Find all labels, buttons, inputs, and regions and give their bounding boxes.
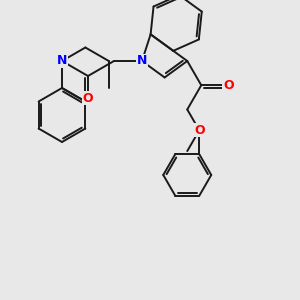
Text: O: O — [223, 79, 234, 92]
Text: O: O — [194, 124, 205, 137]
Text: N: N — [137, 55, 147, 68]
Text: O: O — [83, 92, 93, 104]
Text: N: N — [57, 55, 67, 68]
